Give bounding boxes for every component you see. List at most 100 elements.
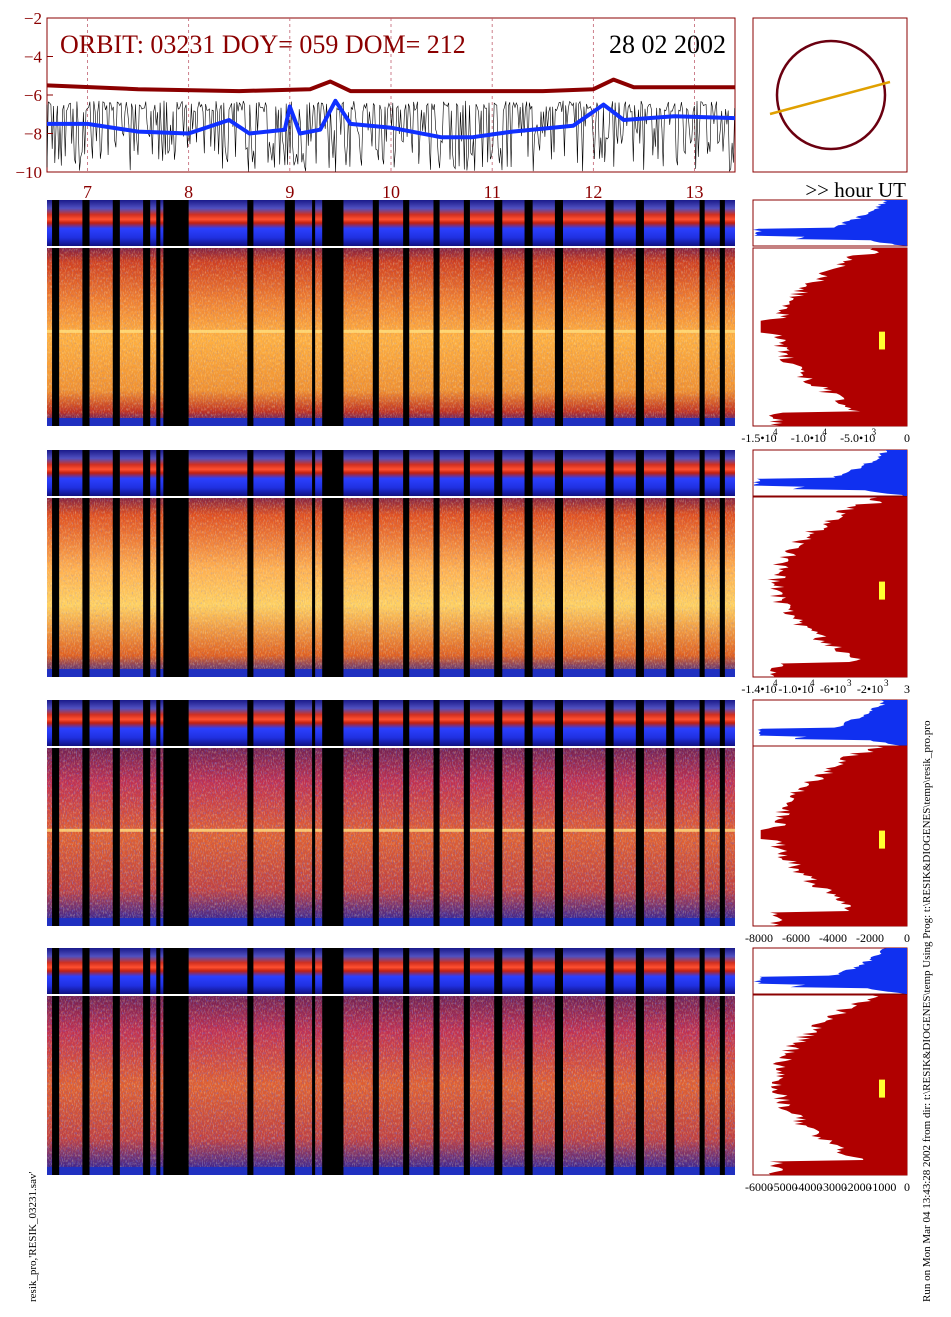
y-tick-label: −8 bbox=[24, 125, 42, 144]
data-gap bbox=[463, 248, 470, 426]
hour-tick-label: 12 bbox=[584, 182, 602, 202]
date-label: 28 02 2002 bbox=[609, 30, 726, 59]
spectrogram-panel bbox=[47, 948, 735, 1175]
data-gap bbox=[403, 497, 410, 677]
data-gap-strip bbox=[143, 700, 151, 746]
profile-strip bbox=[47, 450, 735, 496]
histogram-tick-label: -1.4•10 bbox=[741, 682, 776, 696]
histogram-tick-label: -4000 bbox=[794, 1180, 822, 1194]
data-gap bbox=[635, 497, 644, 677]
spike-trace bbox=[46, 100, 735, 172]
data-gap bbox=[247, 248, 254, 426]
hour-axis-label: >> hour UT bbox=[805, 178, 906, 202]
spectrogram-bottom-band bbox=[47, 418, 735, 426]
histogram-panel: -1.4•104 -1.0•104 -6•10 3 -2•10 3 3 bbox=[741, 449, 910, 696]
data-gap-strip bbox=[699, 700, 705, 746]
data-gap-strip bbox=[635, 700, 644, 746]
data-gap bbox=[635, 248, 644, 426]
data-gap-strip bbox=[312, 948, 316, 994]
orbit-track-line bbox=[769, 80, 891, 116]
histogram-tick-label: -2•10 bbox=[857, 682, 883, 696]
data-gap bbox=[322, 497, 344, 677]
orbit-frame bbox=[752, 17, 908, 173]
hour-tick-label: 9 bbox=[285, 182, 294, 202]
data-gap bbox=[322, 995, 344, 1175]
histogram-panel: -1.5•104 -1.0•104 -5.0•103 0 bbox=[741, 199, 910, 445]
data-gap bbox=[247, 497, 254, 677]
data-gap bbox=[524, 248, 533, 426]
y-axis-ticks: −2 −4 −6 −8 −10 bbox=[15, 9, 53, 182]
data-gap-strip bbox=[433, 200, 440, 246]
data-gap bbox=[247, 995, 254, 1175]
data-gap-strip bbox=[322, 200, 344, 246]
data-gap bbox=[699, 248, 705, 426]
data-gap-strip bbox=[52, 450, 60, 496]
data-gap-strip bbox=[554, 450, 563, 496]
spectrogram-blue-texture bbox=[47, 497, 735, 677]
data-gap-strip bbox=[699, 948, 705, 994]
spectrogram-panel bbox=[47, 200, 735, 426]
data-gap-strip bbox=[284, 450, 295, 496]
data-gap bbox=[163, 746, 189, 926]
data-gap bbox=[605, 746, 614, 926]
data-gap-strip bbox=[82, 200, 90, 246]
data-gap-strip bbox=[247, 200, 254, 246]
data-gap-strip bbox=[494, 700, 503, 746]
data-gap-strip bbox=[312, 450, 316, 496]
data-gap-strip bbox=[82, 450, 90, 496]
data-gap-strip bbox=[372, 450, 379, 496]
spectrogram-panel bbox=[47, 450, 735, 677]
data-gap bbox=[163, 497, 189, 677]
data-gap bbox=[112, 746, 120, 926]
data-gap-strip bbox=[156, 200, 161, 246]
data-gap bbox=[52, 248, 60, 426]
emission-line bbox=[47, 329, 735, 333]
data-gap-strip bbox=[403, 200, 410, 246]
data-gap-strip bbox=[403, 450, 410, 496]
data-gap-strip bbox=[284, 200, 295, 246]
data-gap bbox=[635, 995, 644, 1175]
histogram-tick-label: -8000 bbox=[745, 931, 773, 945]
data-gap-strip bbox=[372, 700, 379, 746]
data-gap-strip bbox=[494, 450, 503, 496]
data-gap-strip bbox=[403, 700, 410, 746]
data-gap-strip bbox=[112, 200, 120, 246]
data-gap bbox=[312, 497, 316, 677]
data-gap bbox=[433, 248, 440, 426]
intensity-histogram bbox=[760, 746, 907, 926]
data-gap-strip bbox=[322, 450, 344, 496]
hour-tick-label: 11 bbox=[484, 182, 501, 202]
data-gap bbox=[112, 248, 120, 426]
data-gap-strip bbox=[554, 700, 563, 746]
data-gap-strip bbox=[143, 200, 151, 246]
data-gap bbox=[605, 497, 614, 677]
spectrogram-bottom-band bbox=[47, 669, 735, 677]
data-gap bbox=[52, 746, 60, 926]
run-info-label: Run on Mon Mar 04 13:43:28 2002 from dir… bbox=[921, 720, 933, 1302]
data-gap-strip bbox=[719, 948, 725, 994]
histogram-panel: -6000-5000-4000-3000-2000-1000 0 bbox=[745, 947, 910, 1194]
y-tick-label: −10 bbox=[15, 163, 42, 182]
data-gap bbox=[524, 746, 533, 926]
data-gap-strip bbox=[605, 700, 614, 746]
histogram-tick-label: -2000 bbox=[844, 1180, 872, 1194]
intensity-histogram bbox=[767, 497, 907, 677]
data-gap-strip bbox=[494, 948, 503, 994]
data-gap bbox=[372, 995, 379, 1175]
data-gap bbox=[666, 248, 675, 426]
data-gap-strip bbox=[312, 200, 316, 246]
light-curve-series bbox=[46, 77, 736, 140]
hour-tick-label: 8 bbox=[184, 182, 193, 202]
histogram-tick-label: 0 bbox=[904, 931, 910, 945]
data-gap-strip bbox=[247, 948, 254, 994]
data-gap bbox=[403, 995, 410, 1175]
spectrogram-bottom-band bbox=[47, 918, 735, 926]
histogram-tick-exponent: 4 bbox=[810, 678, 815, 688]
data-gap bbox=[699, 746, 705, 926]
orbit-label: ORBIT: 03231 DOY= 059 DOM= 212 bbox=[60, 30, 466, 59]
orbit-track-panel bbox=[752, 17, 908, 173]
y-tick-label: −2 bbox=[24, 9, 42, 28]
data-gap bbox=[494, 746, 503, 926]
histogram-tick-label: 3 bbox=[904, 682, 910, 696]
